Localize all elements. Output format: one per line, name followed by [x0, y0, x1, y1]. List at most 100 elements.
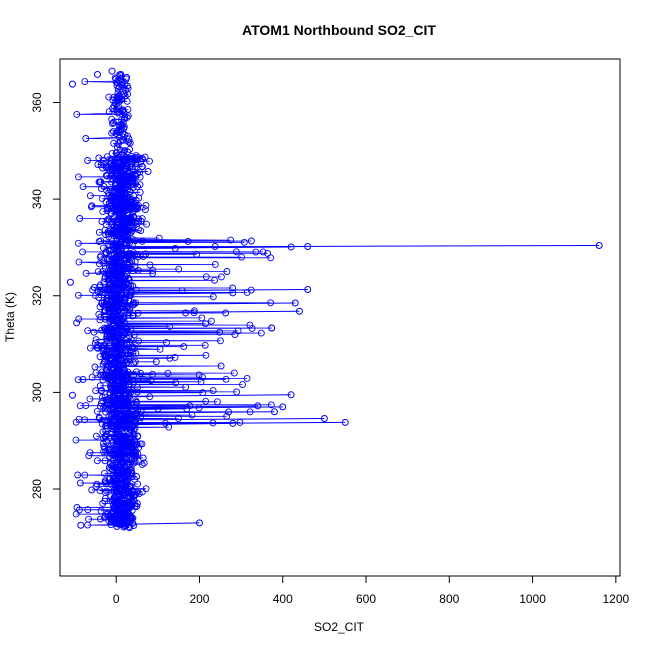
data-point: [97, 342, 105, 350]
data-point: [202, 351, 210, 359]
data-point: [118, 499, 126, 507]
data-point: [129, 299, 137, 307]
x-tick-label: 800: [439, 592, 459, 606]
data-point: [197, 378, 205, 386]
data-point: [195, 519, 203, 527]
data-point: [103, 511, 111, 519]
data-point: [146, 261, 154, 269]
data-point: [171, 244, 179, 252]
data-point: [72, 436, 80, 444]
data-point: [217, 362, 225, 370]
data-point: [139, 454, 147, 462]
data-point: [79, 248, 87, 256]
data-point: [96, 487, 104, 495]
data-point: [82, 269, 90, 277]
data-point: [113, 143, 121, 151]
data-point: [101, 264, 109, 272]
y-tick-label: 300: [30, 382, 44, 402]
data-point: [75, 258, 83, 266]
x-tick-label: 400: [273, 592, 293, 606]
data-point: [130, 331, 138, 339]
data-point: [109, 127, 117, 135]
data-point: [95, 228, 103, 236]
data-point: [595, 242, 603, 250]
data-point: [132, 152, 140, 160]
data-point: [74, 239, 82, 247]
data-point: [270, 408, 278, 416]
data-point: [92, 432, 100, 440]
data-point: [75, 315, 83, 323]
data-point: [93, 480, 101, 488]
data-point: [107, 163, 115, 171]
data-point: [95, 414, 103, 421]
data-point: [130, 213, 138, 221]
data-point: [123, 73, 131, 81]
data-point: [146, 393, 154, 401]
data-point: [113, 82, 121, 90]
data-point: [291, 299, 299, 307]
data-point: [259, 248, 267, 256]
data-point: [156, 345, 164, 353]
data-point: [143, 220, 150, 228]
data-point: [84, 506, 92, 514]
data-point: [122, 409, 130, 417]
data-point: [202, 320, 209, 328]
data-point: [130, 249, 138, 257]
data-point: [105, 93, 113, 101]
data-point: [188, 411, 196, 419]
data-point: [201, 341, 209, 349]
data-point: [96, 283, 104, 291]
data-point: [118, 121, 126, 129]
data-point: [103, 153, 111, 161]
data-point: [232, 248, 240, 256]
data-point: [99, 244, 107, 252]
data-point: [190, 307, 198, 315]
data-point: [209, 293, 217, 301]
data-point: [74, 376, 82, 384]
data-point: [166, 322, 174, 330]
x-tick-label: 200: [189, 592, 209, 606]
data-point: [198, 314, 206, 322]
data-point: [257, 329, 265, 337]
data-point: [128, 235, 136, 243]
data-point: [105, 347, 113, 355]
data-point: [171, 353, 179, 361]
data-point: [132, 237, 139, 245]
data-point: [113, 409, 121, 416]
data-point: [134, 253, 142, 261]
data-point: [207, 317, 215, 325]
data-point: [81, 471, 89, 479]
data-point: [118, 484, 126, 492]
data-point: [216, 328, 224, 336]
excursion-line: [126, 292, 233, 295]
excursion-line: [126, 522, 200, 525]
data-point: [142, 250, 150, 258]
data-point: [320, 414, 328, 422]
data-point: [141, 153, 149, 161]
data-point: [122, 324, 130, 332]
data-point: [96, 253, 104, 261]
data-point: [134, 406, 142, 414]
data-point: [96, 382, 104, 390]
data-point: [110, 139, 118, 147]
data-point: [112, 159, 119, 167]
data-point: [101, 457, 109, 465]
data-point: [91, 363, 99, 371]
data-point: [243, 374, 251, 382]
data-point: [110, 119, 117, 126]
data-point: [75, 506, 83, 514]
data-point: [164, 369, 172, 377]
data-point: [149, 370, 156, 378]
data-point: [88, 486, 96, 494]
data-point: [90, 328, 98, 336]
data-point: [138, 215, 146, 223]
data-point: [108, 129, 116, 137]
data-point: [195, 371, 203, 379]
data-point: [264, 249, 272, 257]
data-point: [101, 469, 109, 477]
data-point: [136, 188, 144, 196]
data-point: [122, 483, 130, 491]
data-point: [184, 237, 192, 245]
data-point: [142, 485, 150, 493]
